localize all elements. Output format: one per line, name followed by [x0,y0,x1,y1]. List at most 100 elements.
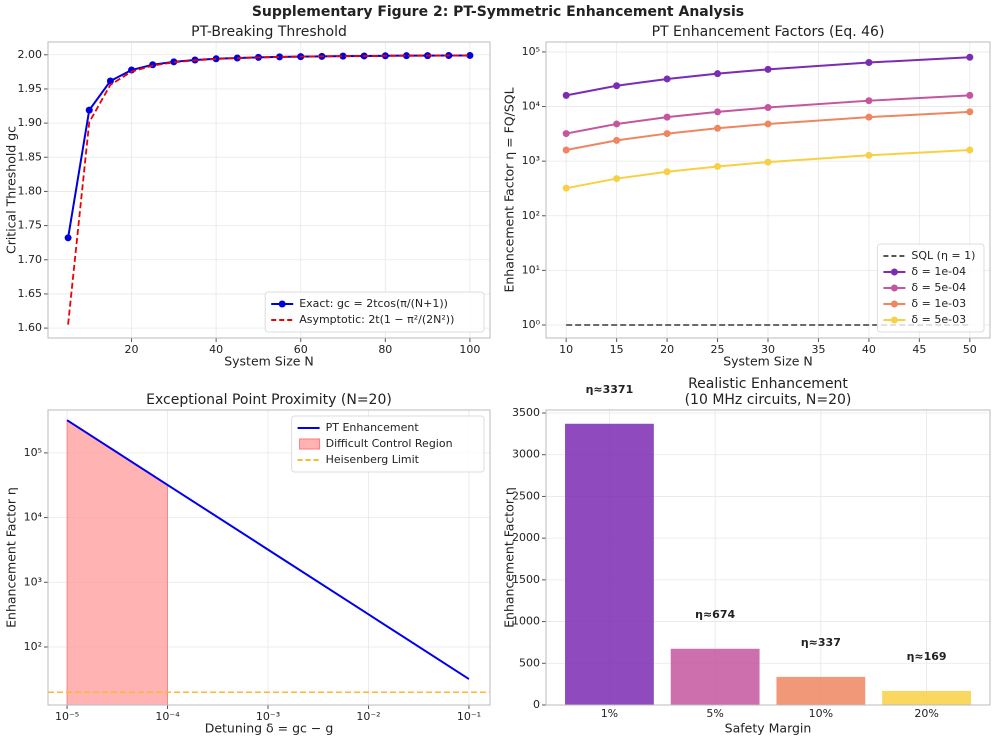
marker [562,130,570,138]
y-axis-label: Enhancement Factor η [4,487,19,628]
figure-title: Supplementary Figure 2: PT-Symmetric Enh… [252,4,744,20]
marker [170,58,178,66]
y-tick-label: 1500 [512,573,540,586]
legend-label: δ = 5e-03 [911,313,966,326]
legend-box [291,415,485,473]
marker [865,151,873,159]
legend-marker [890,284,898,292]
x-tick-label: 10% [809,707,833,720]
marker [562,91,570,99]
marker [865,113,873,121]
x-tick-label: 20 [660,343,674,356]
y-tick-label: 10⁵ [522,45,540,58]
y-tick-label: 1000 [512,615,540,628]
axes-frame [47,41,491,339]
y-tick-label: 1.85 [18,150,43,163]
y-tick-label: 10² [24,640,42,653]
legend-label: δ = 1e-03 [911,297,966,310]
x-axis-label: Safety Margin [725,721,812,736]
x-tick-label: 10⁻⁵ [55,710,79,723]
chart-title: Exceptional Point Proximity (N=20) [146,392,392,408]
marker [402,52,410,60]
marker [466,51,474,59]
marker [64,234,72,242]
y-tick-label: 1.65 [18,287,43,300]
y-tick-label: 1.70 [18,253,43,266]
x-tick-label: 10⁻² [356,710,380,723]
y-tick-label: 1.95 [18,82,43,95]
legend-marker [278,300,286,308]
marker [663,75,671,83]
x-tick-label: 40 [862,343,876,356]
legend-box [264,291,485,333]
x-tick-label: 5% [706,707,723,720]
legend-label: δ = 5e-04 [911,281,966,294]
legend-marker [890,268,898,276]
chart-title: Realistic Enhancement [688,376,848,392]
legend-label: SQL (η = 1) [911,249,975,262]
y-axis-label: Enhancement Factor η = FQ/SQL [502,87,517,292]
marker [764,65,772,73]
chart-title: PT Enhancement Factors (Eq. 46) [652,24,885,40]
plot-area [64,51,474,325]
legend-label: Difficult Control Region [326,437,453,450]
legend-label: Asymptotic: 2t(1 − π²/(2N²)) [299,313,454,326]
marker [966,146,974,154]
legend-swatch [299,438,321,450]
y-tick-label: 2500 [512,489,540,502]
marker [562,184,570,192]
bar [670,648,760,705]
marker [276,53,284,61]
legend-marker [890,316,898,324]
y-tick-label: 10³ [24,575,42,588]
marker [562,146,570,154]
y-tick-label: 10⁴ [24,511,43,524]
marker [663,168,671,176]
y-tick-label: 2.00 [18,48,43,61]
x-tick-label: 10⁻³ [256,710,280,723]
legend-box [876,243,985,333]
y-tick-label: 3000 [512,448,540,461]
marker [714,70,722,78]
y-tick-label: 3500 [512,406,540,419]
y-tick-label: 10² [522,209,540,222]
x-tick-label: 40 [209,343,223,356]
y-tick-label: 10⁵ [24,446,42,459]
marker [764,104,772,112]
marker [966,53,974,61]
value-label: η≈3371 [586,383,634,396]
marker [663,130,671,138]
y-tick-label: 1.90 [18,116,43,129]
legend-label: δ = 1e-04 [911,265,966,278]
x-tick-label: 20 [125,343,139,356]
y-axis-label: Critical Threshold gc [4,126,19,254]
marker [714,124,722,132]
x-axis-label: System Size N [224,354,314,369]
y-tick-label: 10⁰ [522,318,541,331]
line [67,54,470,238]
x-tick-label: 35 [811,343,825,356]
y-axis-label: Enhancement Factor η [502,487,517,628]
marker [339,52,347,60]
marker [613,136,621,144]
chart-title: PT-Breaking Threshold [191,24,347,40]
x-tick-label: 45 [912,343,926,356]
axes-frame [545,41,991,339]
value-label: η≈674 [695,608,735,621]
x-tick-label: 80 [378,343,392,356]
y-tick-label: 2000 [512,531,540,544]
axes-frame [545,409,991,706]
marker [106,77,114,85]
marker [663,113,671,121]
marker [613,82,621,90]
y-tick-label: 1.80 [18,184,43,197]
chart-title: (10 MHz circuits, N=20) [685,392,852,408]
y-tick-label: 1.60 [18,321,43,334]
value-label: η≈169 [907,650,947,663]
x-tick-label: 10 [559,343,573,356]
x-axis-label: System Size N [723,354,813,369]
x-tick-label: 10⁻⁴ [155,710,180,723]
legend-marker [890,300,898,308]
marker [613,120,621,128]
